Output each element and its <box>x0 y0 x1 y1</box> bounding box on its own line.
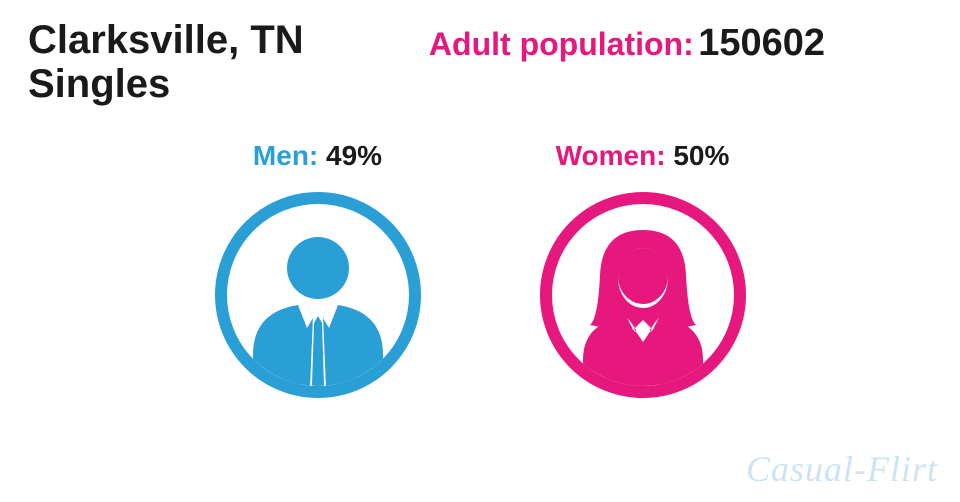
stats-row: Men: 49% Women: 50% <box>0 140 960 400</box>
watermark: Casual-Flirt <box>746 448 938 490</box>
header-right: Adult population: 150602 <box>429 22 825 65</box>
population-value: 150602 <box>698 22 825 64</box>
women-stat-block: Women: 50% <box>538 140 748 400</box>
women-label: Women: <box>556 140 666 171</box>
women-label-row: Women: 50% <box>556 140 730 172</box>
population-label: Adult population: <box>429 26 694 62</box>
men-label-row: Men: 49% <box>253 140 382 172</box>
women-percent: 50% <box>673 140 729 171</box>
men-stat-block: Men: 49% <box>213 140 423 400</box>
men-label: Men: <box>253 140 318 171</box>
header-left: Clarksville, TN Singles <box>28 18 304 106</box>
woman-icon <box>538 190 748 400</box>
man-icon <box>213 190 423 400</box>
subtitle: Singles <box>28 62 304 106</box>
location-title: Clarksville, TN <box>28 18 304 62</box>
men-percent: 49% <box>326 140 382 171</box>
